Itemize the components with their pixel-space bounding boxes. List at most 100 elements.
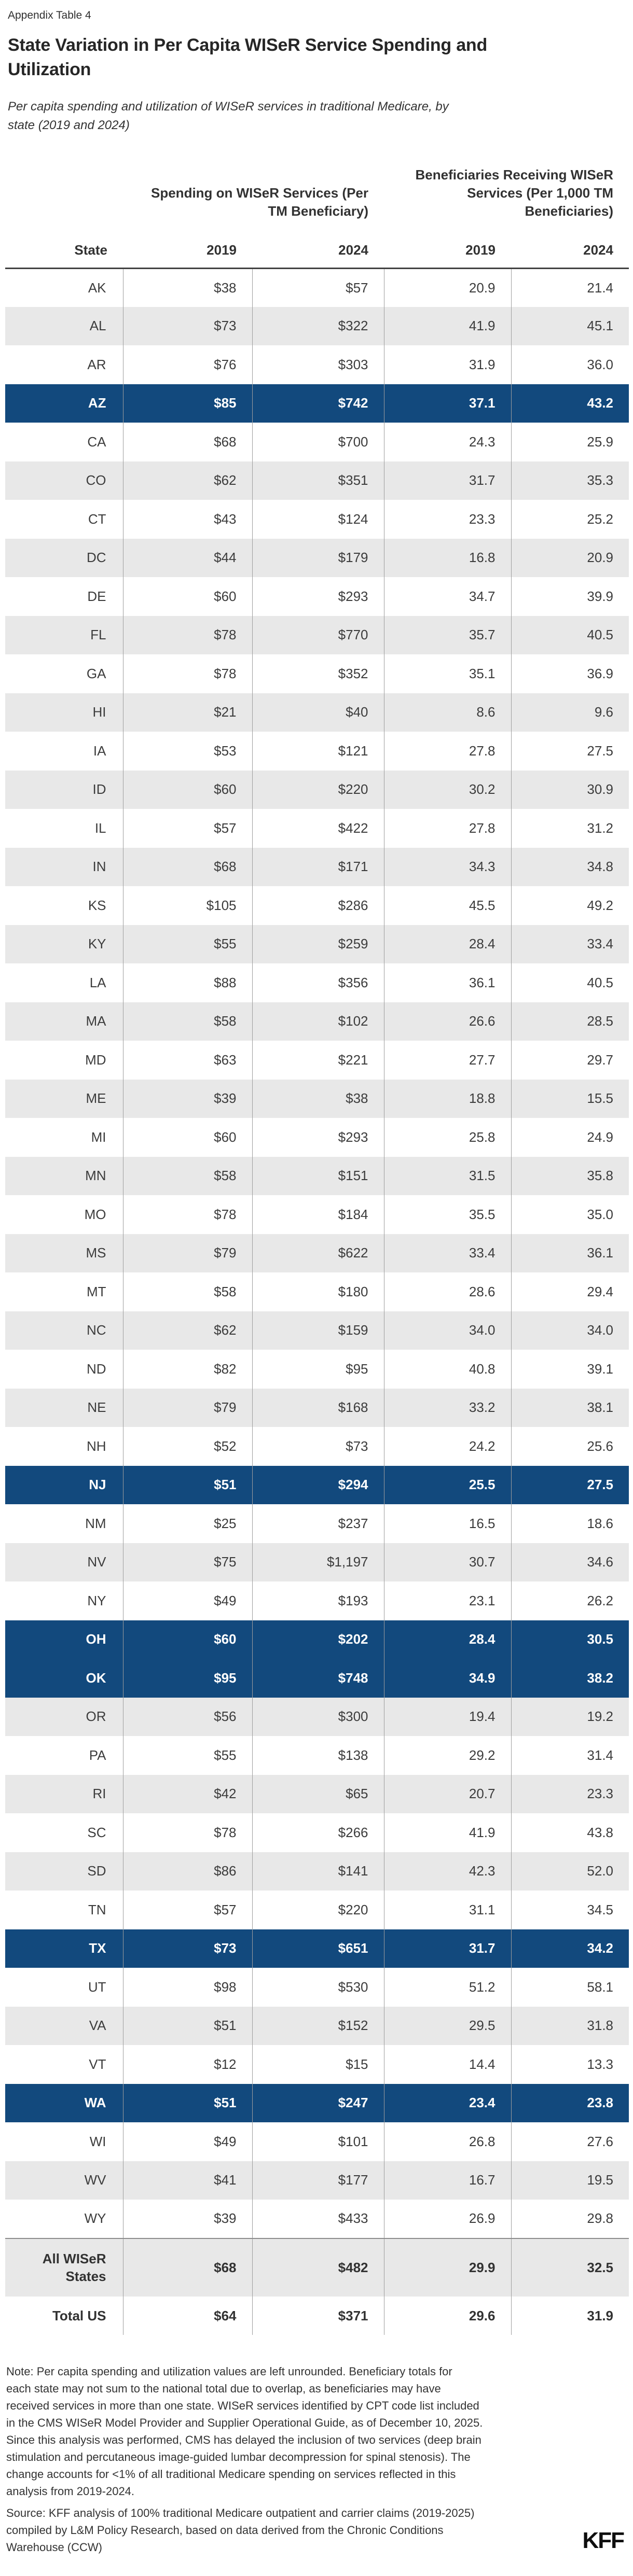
cell-spending-2024: $286 xyxy=(252,886,384,925)
cell-beneficiaries-2024: 39.9 xyxy=(511,577,629,616)
cell-spending-2024: $168 xyxy=(252,1388,384,1427)
cell-beneficiaries-2024: 27.5 xyxy=(511,732,629,771)
cell-state: VT xyxy=(5,2045,123,2084)
cell-spending-2024: $65 xyxy=(252,1774,384,1813)
cell-beneficiaries-2019: 35.7 xyxy=(383,615,511,654)
cell-state: MI xyxy=(5,1118,123,1157)
cell-spending-2019: $49 xyxy=(122,1581,252,1620)
cell-spending-2019: $68 xyxy=(122,847,252,886)
cell-beneficiaries-2024: 25.6 xyxy=(511,1427,629,1466)
cell-spending-2019: $78 xyxy=(122,615,252,654)
source-text: Source: KFF analysis of 100% traditional… xyxy=(6,2507,475,2554)
cell-beneficiaries-2024: 29.7 xyxy=(511,1041,629,1080)
cell-state: AL xyxy=(5,306,123,345)
cell-state: MA xyxy=(5,1002,123,1041)
table-row: KY $55 $259 28.4 33.4 xyxy=(5,925,629,963)
page-subtitle: Per capita spending and utilization of W… xyxy=(8,100,449,132)
cell-spending-2019: $39 xyxy=(122,1079,252,1118)
cell-beneficiaries-2024: 21.4 xyxy=(511,268,629,307)
cell-beneficiaries-2024: 20.9 xyxy=(511,538,629,577)
cell-spending-2019: $43 xyxy=(122,500,252,539)
table-row: NC $62 $159 34.0 34.0 xyxy=(5,1311,629,1350)
cell-state: NY xyxy=(5,1581,123,1620)
cell-beneficiaries-2019: 19.4 xyxy=(383,1697,511,1736)
appendix-label: Appendix Table 4 xyxy=(8,9,91,21)
cell-spending-2024: $433 xyxy=(252,2200,384,2238)
cell-beneficiaries-2024: 15.5 xyxy=(511,1079,629,1118)
table-row: OH $60 $202 28.4 30.5 xyxy=(5,1620,629,1659)
cell-beneficiaries-2019: 25.8 xyxy=(383,1118,511,1157)
cell-beneficiaries-2019: 25.5 xyxy=(383,1465,511,1504)
cell-spending-2024: $530 xyxy=(252,1968,384,2007)
cell-beneficiaries-2019: 8.6 xyxy=(383,693,511,732)
cell-beneficiaries-2019: 35.5 xyxy=(383,1195,511,1234)
cell-spending-2019: $12 xyxy=(122,2045,252,2084)
cell-beneficiaries-2024: 29.4 xyxy=(511,1272,629,1311)
cell-beneficiaries-2024: 19.5 xyxy=(511,2161,629,2200)
cell-spending-2019: $62 xyxy=(122,461,252,500)
cell-beneficiaries-2019: 29.6 xyxy=(383,2296,511,2335)
cell-beneficiaries-2019: 29.2 xyxy=(383,1736,511,1775)
cell-spending-2024: $622 xyxy=(252,1234,384,1272)
cell-beneficiaries-2024: 35.3 xyxy=(511,461,629,500)
table-row: WA $51 $247 23.4 23.8 xyxy=(5,2083,629,2122)
cell-beneficiaries-2019: 18.8 xyxy=(383,1079,511,1118)
table-row: HI $21 $40 8.6 9.6 xyxy=(5,693,629,732)
table-row: OK $95 $748 34.9 38.2 xyxy=(5,1659,629,1698)
cell-state: HI xyxy=(5,693,123,732)
table-row: IN $68 $171 34.3 34.8 xyxy=(5,847,629,886)
cell-beneficiaries-2024: 24.9 xyxy=(511,1118,629,1157)
cell-spending-2019: $78 xyxy=(122,1195,252,1234)
cell-spending-2019: $60 xyxy=(122,770,252,809)
cell-state: CO xyxy=(5,461,123,500)
cell-beneficiaries-2024: 34.8 xyxy=(511,847,629,886)
cell-beneficiaries-2024: 34.5 xyxy=(511,1891,629,1929)
cell-beneficiaries-2024: 32.5 xyxy=(511,2237,629,2297)
cell-beneficiaries-2019: 37.1 xyxy=(383,384,511,423)
cell-state: VA xyxy=(5,2006,123,2045)
cell-spending-2024: $356 xyxy=(252,963,384,1002)
table-row: TN $57 $220 31.1 34.5 xyxy=(5,1891,629,1929)
cell-state: NE xyxy=(5,1388,123,1427)
cell-beneficiaries-2024: 38.2 xyxy=(511,1659,629,1698)
cell-beneficiaries-2024: 40.5 xyxy=(511,615,629,654)
cell-state: All WISeR States xyxy=(5,2237,123,2297)
cell-spending-2019: $85 xyxy=(122,384,252,423)
cell-spending-2024: $171 xyxy=(252,847,384,886)
cell-beneficiaries-2024: 29.8 xyxy=(511,2200,629,2238)
cell-state: OR xyxy=(5,1697,123,1736)
cell-spending-2024: $294 xyxy=(252,1465,384,1504)
table-row: ME $39 $38 18.8 15.5 xyxy=(5,1079,629,1118)
table-row: SC $78 $266 41.9 43.8 xyxy=(5,1813,629,1852)
cell-state: ND xyxy=(5,1350,123,1389)
cell-beneficiaries-2019: 45.5 xyxy=(383,886,511,925)
cell-beneficiaries-2019: 33.2 xyxy=(383,1388,511,1427)
cell-state: NC xyxy=(5,1311,123,1350)
cell-beneficiaries-2024: 34.6 xyxy=(511,1543,629,1581)
cell-spending-2019: $53 xyxy=(122,732,252,771)
table-row: TX $73 $651 31.7 34.2 xyxy=(5,1929,629,1968)
table-row: CO $62 $351 31.7 35.3 xyxy=(5,461,629,500)
cell-state: DC xyxy=(5,538,123,577)
cell-spending-2024: $177 xyxy=(252,2161,384,2200)
group-header-row: Spending on WISeR Services (Per TM Benef… xyxy=(5,166,629,229)
table-row: AR $76 $303 31.9 36.0 xyxy=(5,345,629,384)
cell-beneficiaries-2019: 30.7 xyxy=(383,1543,511,1581)
cell-spending-2024: $184 xyxy=(252,1195,384,1234)
cell-spending-2019: $55 xyxy=(122,1736,252,1775)
cell-spending-2019: $25 xyxy=(122,1504,252,1543)
cell-beneficiaries-2019: 35.1 xyxy=(383,654,511,693)
kff-logo: KFF xyxy=(582,2528,625,2553)
cell-beneficiaries-2019: 27.8 xyxy=(383,809,511,848)
cell-beneficiaries-2019: 26.9 xyxy=(383,2200,511,2238)
cell-spending-2019: $76 xyxy=(122,345,252,384)
cell-beneficiaries-2019: 34.9 xyxy=(383,1659,511,1698)
table-row: AK $38 $57 20.9 21.4 xyxy=(5,268,629,307)
cell-beneficiaries-2024: 36.1 xyxy=(511,1234,629,1272)
cell-beneficiaries-2024: 31.4 xyxy=(511,1736,629,1775)
table-row: SD $86 $141 42.3 52.0 xyxy=(5,1852,629,1891)
cell-beneficiaries-2019: 36.1 xyxy=(383,963,511,1002)
cell-beneficiaries-2024: 30.5 xyxy=(511,1620,629,1659)
cell-state: NH xyxy=(5,1427,123,1466)
